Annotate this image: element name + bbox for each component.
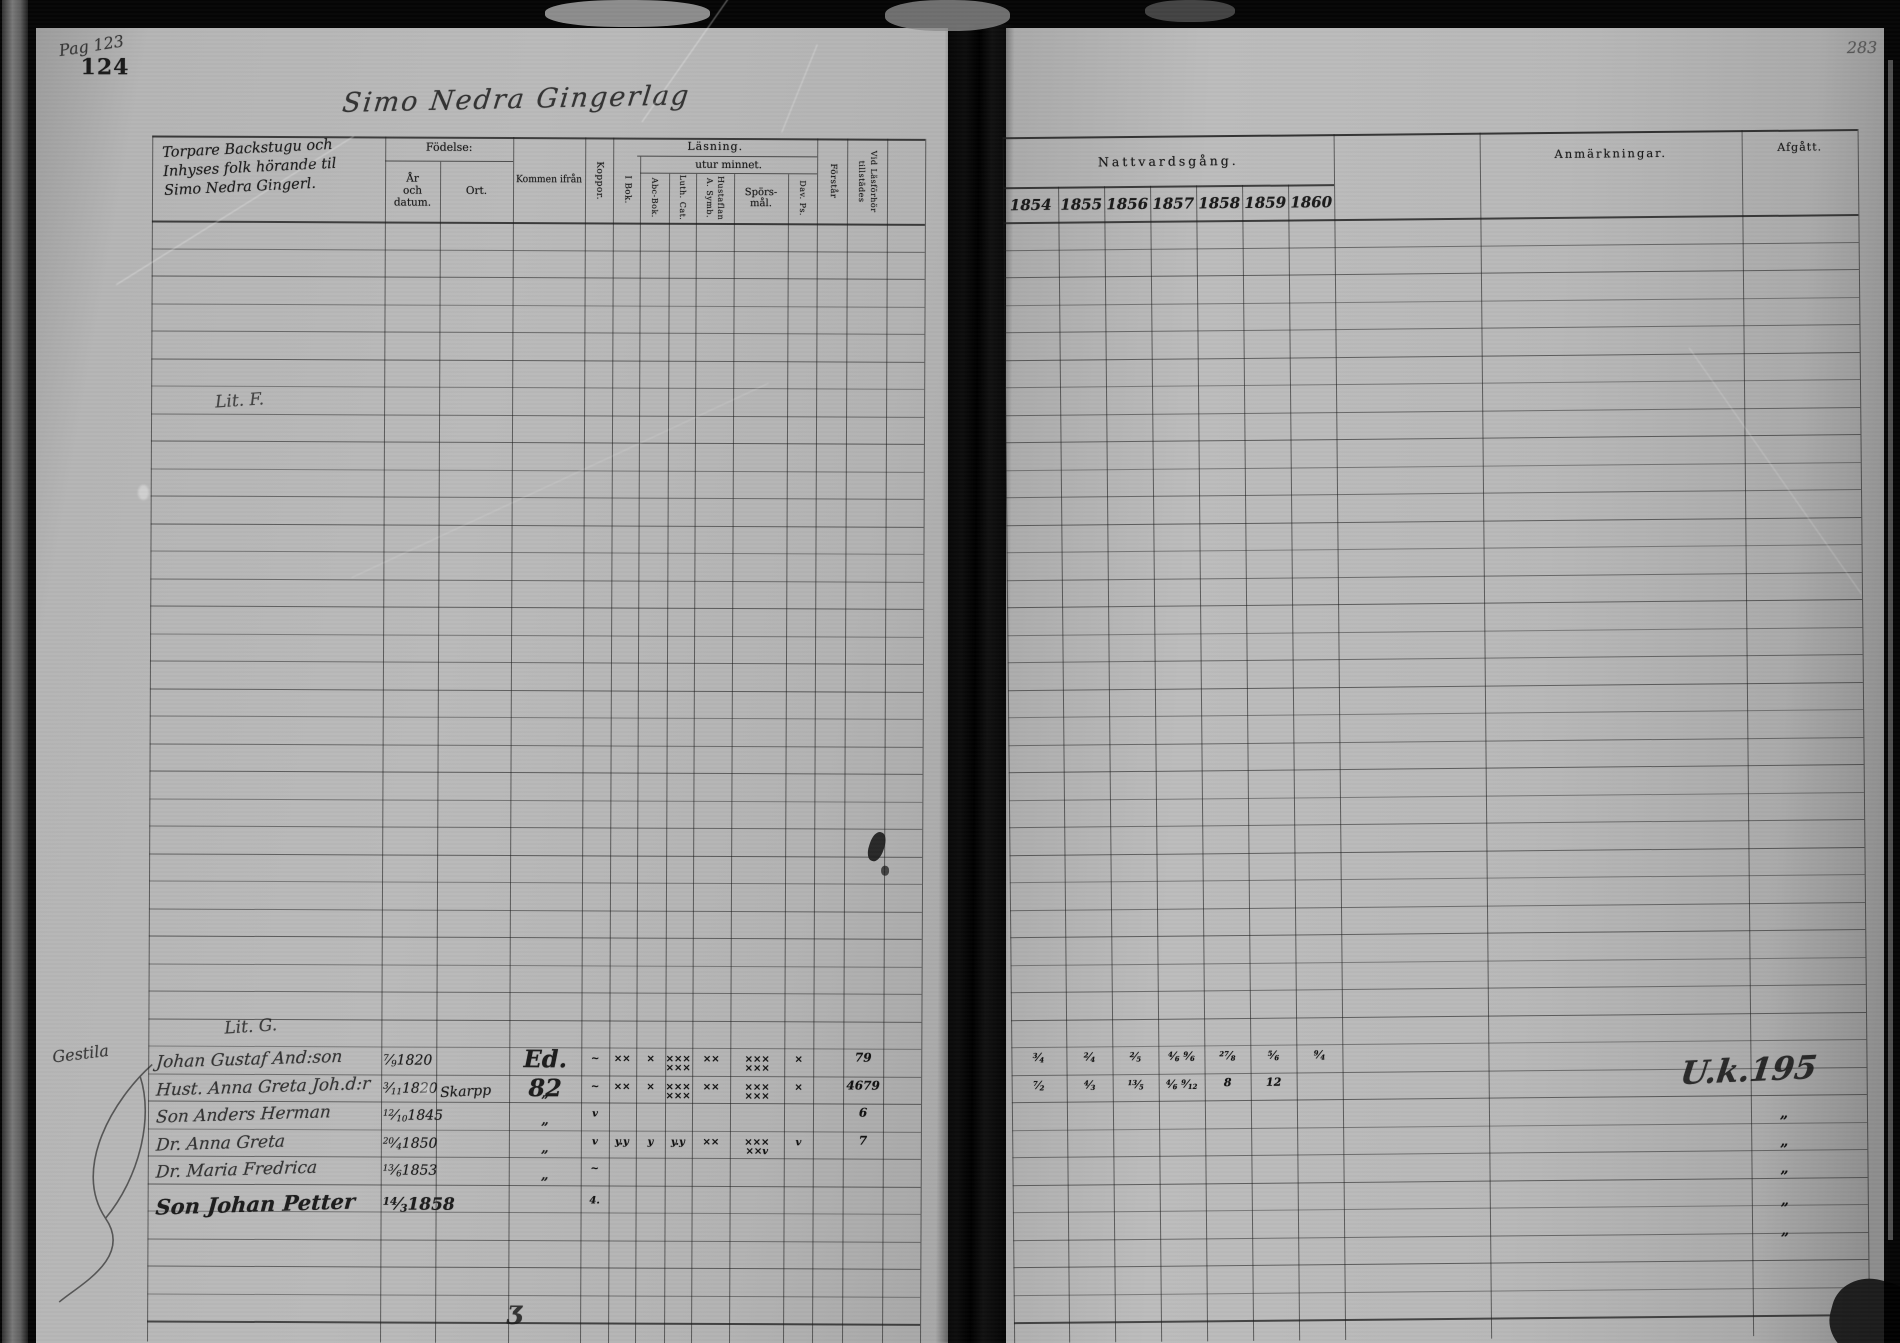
paper-speck — [418, 1083, 433, 1094]
paper-speck — [138, 485, 149, 500]
right-page — [1006, 28, 1884, 1343]
top-smudge — [1145, 0, 1235, 22]
left-page — [36, 28, 948, 1343]
book-binding-shadow — [935, 23, 1015, 1343]
film-edge-left — [2, 0, 28, 1343]
top-smudge — [545, 0, 710, 27]
top-smudge — [885, 0, 1010, 31]
film-edge-right — [1888, 60, 1893, 1240]
